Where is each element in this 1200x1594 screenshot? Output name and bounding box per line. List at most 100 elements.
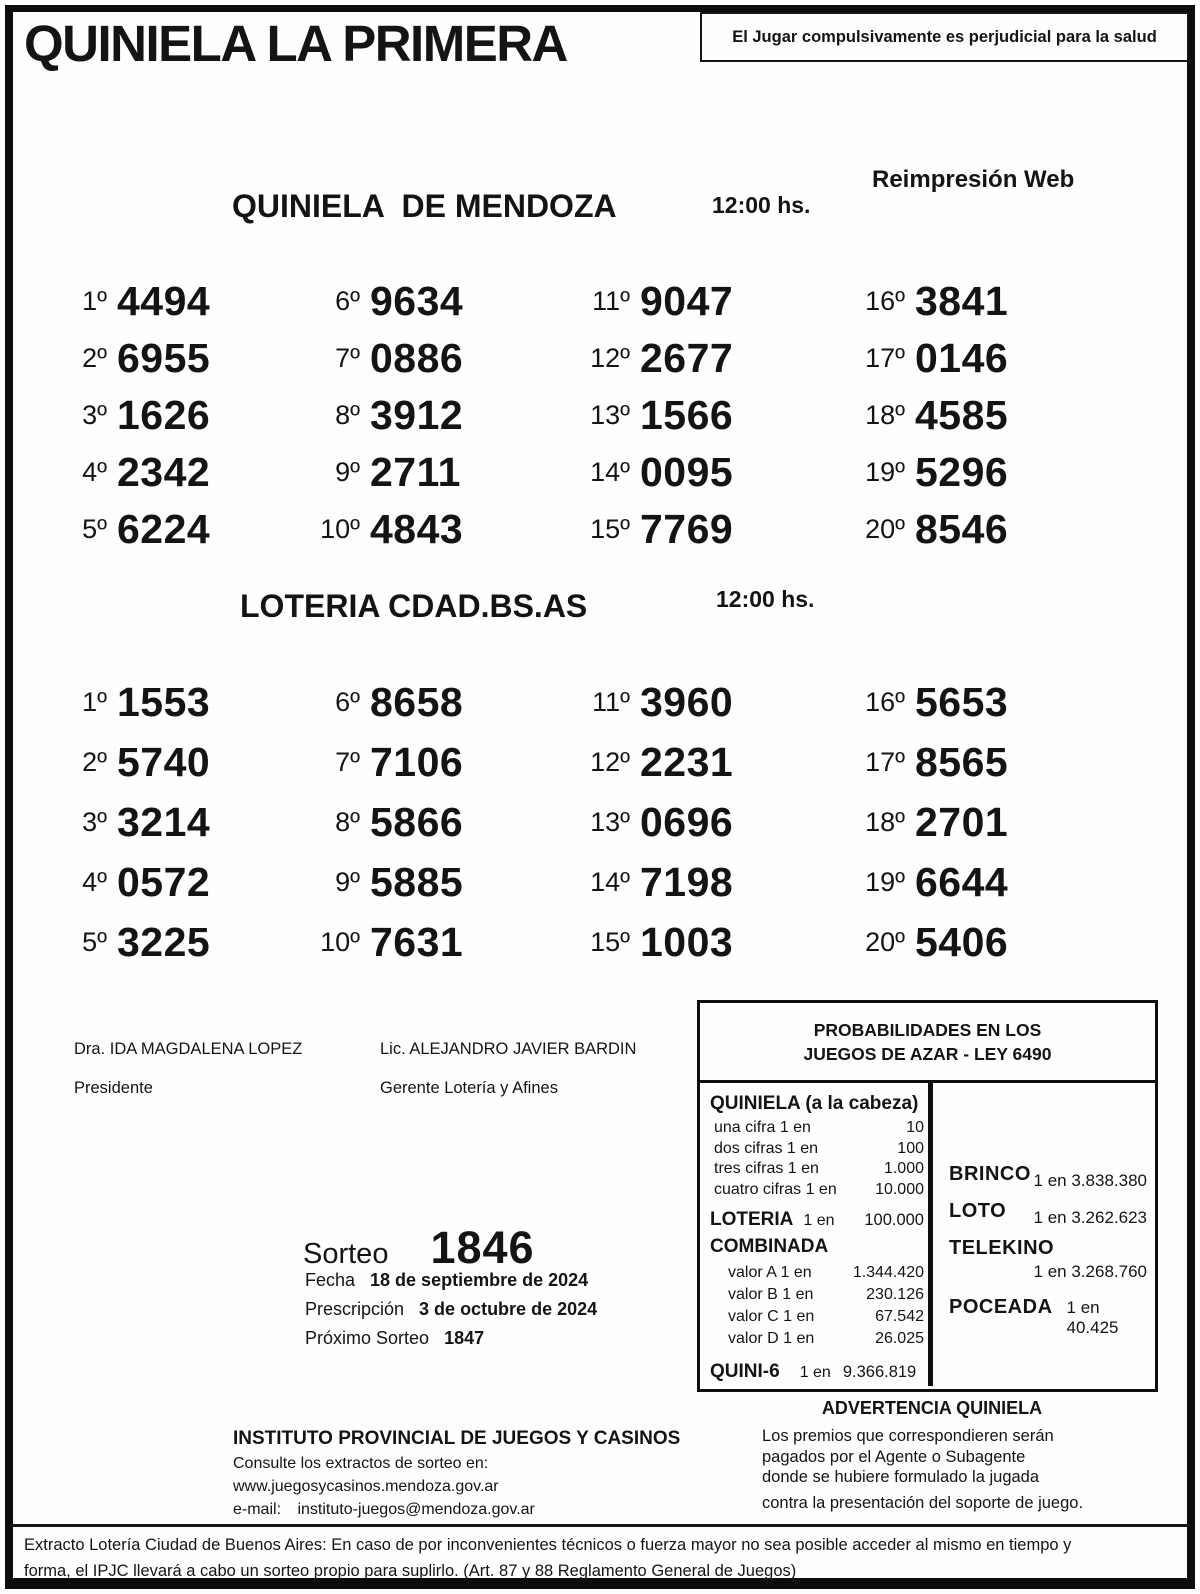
probabilities-right-column: BRINCO 1 en 3.838.380 LOTO 1 en 3.262.62…	[933, 1083, 1155, 1386]
probabilities-box: PROBABILIDADES EN LOS JUEGOS DE AZAR - L…	[697, 1000, 1158, 1392]
result-position: 8º	[335, 806, 360, 837]
probability-value: 230.126	[866, 1286, 924, 1303]
result-number: 9047	[640, 278, 734, 324]
probability-row: una cifra 1 en 10	[710, 1118, 924, 1139]
result-number: 5653	[915, 678, 1009, 725]
probability-value: 26.025	[875, 1330, 924, 1347]
result-item: 2º 5740	[61, 732, 314, 792]
result-number: 2701	[915, 798, 1009, 845]
result-item: 3º 1626	[61, 387, 314, 444]
result-position: 17º	[865, 746, 905, 777]
loto-probability: LOTO 1 en 3.262.623	[949, 1200, 1147, 1227]
result-position: 6º	[335, 286, 360, 316]
poceada-probability: POCEADA 1 en 40.425	[949, 1296, 1147, 1338]
signature-role: Gerente Lotería y Afines	[380, 1079, 558, 1097]
result-number: 6224	[117, 506, 211, 552]
quiniela-heading: QUINIELA (a la cabeza)	[710, 1093, 919, 1114]
result-position: 4º	[82, 866, 107, 897]
result-position: 11º	[592, 286, 630, 316]
result-item: 19º 6644	[859, 852, 1159, 912]
result-number: 7106	[370, 738, 464, 785]
result-number: 4843	[370, 506, 464, 552]
probability-row: valor D 1 en 26.025	[710, 1328, 924, 1350]
result-number: 4494	[117, 278, 211, 324]
probability-row: valor C 1 en 67.542	[710, 1306, 924, 1328]
result-item: 18º 2701	[859, 792, 1159, 852]
probability-row: dos cifras 1 en 100	[710, 1139, 924, 1160]
advertencia-line: Los premios que correspondieren serán	[762, 1427, 1054, 1445]
email-line: e-mail: instituto-juegos@mendoza.gov.ar	[233, 1501, 680, 1519]
probability-row: valor A 1 en 1.344.420	[710, 1262, 924, 1284]
probability-label: valor A 1 en	[728, 1264, 812, 1281]
result-number: 6955	[117, 335, 211, 381]
result-number: 3225	[117, 918, 211, 965]
result-position: 1º	[82, 286, 107, 316]
result-number: 9634	[370, 278, 464, 324]
instituto-section: INSTITUTO PROVINCIAL DE JUEGOS Y CASINOS…	[233, 1428, 680, 1519]
loteria-label: LOTERIA	[710, 1209, 794, 1230]
result-number: 5406	[915, 918, 1009, 965]
mendoza-results-grid: 1º 4494 2º 6955 3º 1626 4º 2342	[61, 273, 1159, 558]
result-item: 17º 8565	[859, 732, 1159, 792]
telekino-odds-value: 1 en 3.268.760	[1033, 1262, 1147, 1281]
result-position: 15º	[590, 926, 630, 957]
advertencia-line: contra la presentación del soporte de ju…	[762, 1493, 1084, 1512]
probability-label: tres cifras 1 en	[714, 1160, 819, 1177]
result-item: 1º 1553	[61, 672, 314, 732]
probability-value: 1.000	[883, 1160, 924, 1177]
prescripcion-value: 3 de octubre de 2024	[419, 1299, 598, 1319]
advertencia-line: donde se hubiere formulado la jugada	[762, 1468, 1040, 1486]
result-position: 7º	[335, 343, 360, 373]
probability-value: 1.344.420	[852, 1264, 924, 1281]
result-position: 13º	[590, 400, 630, 430]
probabilities-body: QUINIELA (a la cabeza) una cifra 1 en 10…	[700, 1083, 1155, 1386]
footer-divider	[13, 1524, 1187, 1527]
result-item: 8º 5866	[314, 792, 584, 852]
result-number: 4585	[915, 392, 1009, 438]
result-item: 3º 3214	[61, 792, 314, 852]
result-item: 9º 5885	[314, 852, 584, 912]
result-number: 2342	[117, 449, 211, 495]
result-number: 5885	[370, 858, 464, 905]
combinada-rows: valor A 1 en 1.344.420 valor B 1 en 230.…	[710, 1262, 924, 1350]
result-position: 18º	[865, 806, 905, 837]
result-position: 3º	[82, 806, 107, 837]
result-item: 12º 2677	[584, 330, 859, 387]
loteria-probability-row: LOTERIA 1 en 100.000	[710, 1209, 924, 1231]
result-position: 14º	[590, 457, 630, 487]
website-url: www.juegosycasinos.mendoza.gov.ar	[233, 1478, 499, 1495]
bsas-results-column-2: 6º 8658 7º 7106 8º 5866 9º 5885	[314, 672, 584, 972]
loto-odds-value: 1 en 3.262.623	[1033, 1208, 1147, 1227]
result-item: 17º 0146	[859, 330, 1159, 387]
footer-note: Extracto Lotería Ciudad de Buenos Aires:…	[24, 1532, 1174, 1584]
draw-date-line: Fecha 18 de septiembre de 2024	[305, 1270, 588, 1291]
result-item: 9º 2711	[314, 444, 584, 501]
loteria-odds-prefix: 1 en	[803, 1212, 835, 1229]
result-item: 20º 5406	[859, 912, 1159, 972]
loteria-odds-value: 100.000	[864, 1211, 924, 1229]
probability-row: valor B 1 en 230.126	[710, 1284, 924, 1306]
next-draw-line: Próximo Sorteo 1847	[305, 1328, 484, 1349]
result-number: 1003	[640, 918, 734, 965]
proximo-value: 1847	[444, 1328, 485, 1348]
email-address: instituto-juegos@mendoza.gov.ar	[297, 1501, 535, 1518]
bsas-results-column-1: 1º 1553 2º 5740 3º 3214 4º 0572	[61, 672, 314, 972]
fecha-label: Fecha	[305, 1270, 356, 1290]
result-number: 0696	[640, 798, 734, 845]
result-number: 7769	[640, 506, 734, 552]
quini6-label: QUINI-6	[710, 1361, 780, 1382]
result-position: 10º	[320, 926, 360, 957]
brinco-probability: BRINCO 1 en 3.838.380	[949, 1163, 1147, 1190]
result-number: 8565	[915, 738, 1009, 785]
result-position: 1º	[82, 686, 107, 717]
result-item: 13º 1566	[584, 387, 859, 444]
probabilities-title-line1: PROBABILIDADES EN LOS	[813, 1019, 1042, 1040]
prescripcion-label: Prescripción	[305, 1299, 405, 1319]
result-item: 16º 5653	[859, 672, 1159, 732]
result-position: 2º	[82, 746, 107, 777]
result-position: 20º	[865, 514, 905, 544]
result-number: 3841	[915, 278, 1009, 324]
sorteo-number: 1846	[430, 1222, 535, 1273]
result-position: 6º	[335, 686, 360, 717]
